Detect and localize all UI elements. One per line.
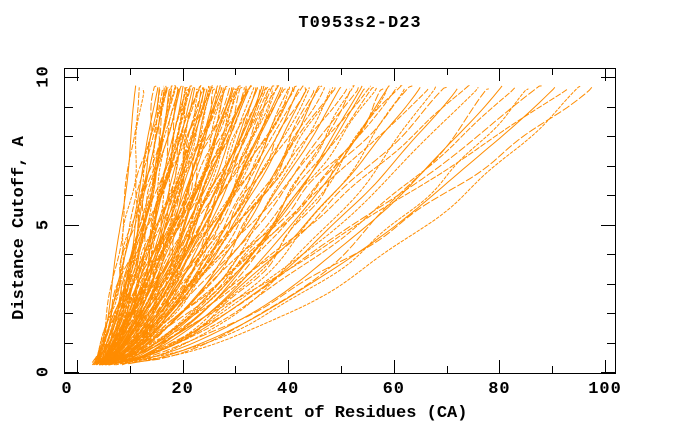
- x-tick-label: 20: [171, 380, 194, 399]
- y-tick-label: 10: [34, 65, 54, 88]
- y-tick-label: 5: [34, 218, 54, 230]
- model-curve: [106, 88, 308, 364]
- model-curve: [115, 87, 479, 366]
- x-tick-label: 40: [276, 380, 300, 399]
- model-curve: [95, 85, 165, 363]
- model-curve: [107, 85, 297, 362]
- model-curve: [104, 87, 234, 362]
- x-tick-label: 0: [61, 380, 73, 399]
- model-curve: [120, 88, 569, 364]
- model-curve: [110, 87, 307, 361]
- model-curve: [95, 87, 159, 366]
- model-curve: [133, 86, 593, 361]
- model-curve: [119, 88, 384, 361]
- model-curve: [98, 88, 162, 365]
- x-tick-label: 100: [588, 380, 622, 399]
- plot-border: [64, 68, 616, 374]
- model-curve: [121, 85, 542, 366]
- model-curve: [127, 86, 516, 362]
- model-curve: [102, 85, 211, 364]
- model-curve: [120, 85, 403, 361]
- model-curve: [108, 85, 275, 366]
- model-curve: [100, 85, 229, 362]
- model-curve: [99, 87, 222, 364]
- model-curve: [120, 85, 437, 365]
- model-curve: [101, 88, 180, 363]
- model-curve: [103, 88, 259, 365]
- model-curve: [106, 86, 374, 364]
- x-tick-label: 60: [382, 380, 405, 399]
- model-curve: [112, 88, 405, 364]
- model-curve: [94, 88, 163, 366]
- model-curve: [97, 85, 210, 364]
- model-curve: [109, 87, 334, 361]
- model-curve: [105, 87, 283, 365]
- model-curve: [98, 87, 204, 366]
- model-curve: [102, 88, 271, 361]
- model-curve: [123, 88, 529, 361]
- model-curve: [101, 86, 195, 363]
- model-curve: [129, 85, 582, 362]
- model-curve: [109, 88, 289, 364]
- model-curve: [104, 87, 213, 362]
- model-curve: [104, 87, 267, 362]
- model-curve: [105, 88, 226, 364]
- model-curve: [128, 86, 556, 365]
- model-curve: [114, 87, 326, 361]
- model-curve: [115, 88, 387, 362]
- model-curve: [113, 85, 323, 362]
- model-curve: [100, 88, 216, 361]
- model-curve: [115, 87, 397, 365]
- model-curve: [104, 87, 233, 361]
- model-curve: [124, 85, 471, 361]
- model-curve: [104, 85, 202, 361]
- model-curve: [96, 85, 193, 366]
- model-curve: [106, 85, 240, 365]
- model-curve: [108, 88, 351, 366]
- plot-title: T0953s2-D23: [298, 14, 422, 33]
- model-curve: [113, 88, 429, 366]
- model-curve: [104, 87, 257, 361]
- model-curve: [102, 88, 315, 364]
- x-axis-label: Percent of Residues (CA): [222, 404, 468, 423]
- model-curve: [97, 87, 179, 365]
- model-curve: [95, 87, 140, 364]
- model-curve: [111, 85, 337, 365]
- model-curve: [97, 85, 247, 363]
- model-curve: [93, 88, 165, 366]
- model-curve: [119, 85, 503, 364]
- model-curve: [91, 86, 169, 363]
- model-curve: [114, 85, 363, 365]
- model-curve: [107, 85, 263, 364]
- model-curve: [106, 87, 259, 362]
- model-curve: [95, 85, 182, 362]
- model-curve: [108, 85, 265, 365]
- model-curve: [120, 85, 413, 362]
- model-curve: [106, 85, 372, 364]
- model-curve: [100, 85, 173, 366]
- model-curve: [102, 85, 252, 361]
- y-tick-label: 0: [34, 365, 54, 378]
- model-curve: [103, 85, 219, 366]
- model-curve: [108, 88, 238, 361]
- model-curve: [108, 87, 359, 366]
- x-tick-label: 80: [488, 380, 511, 399]
